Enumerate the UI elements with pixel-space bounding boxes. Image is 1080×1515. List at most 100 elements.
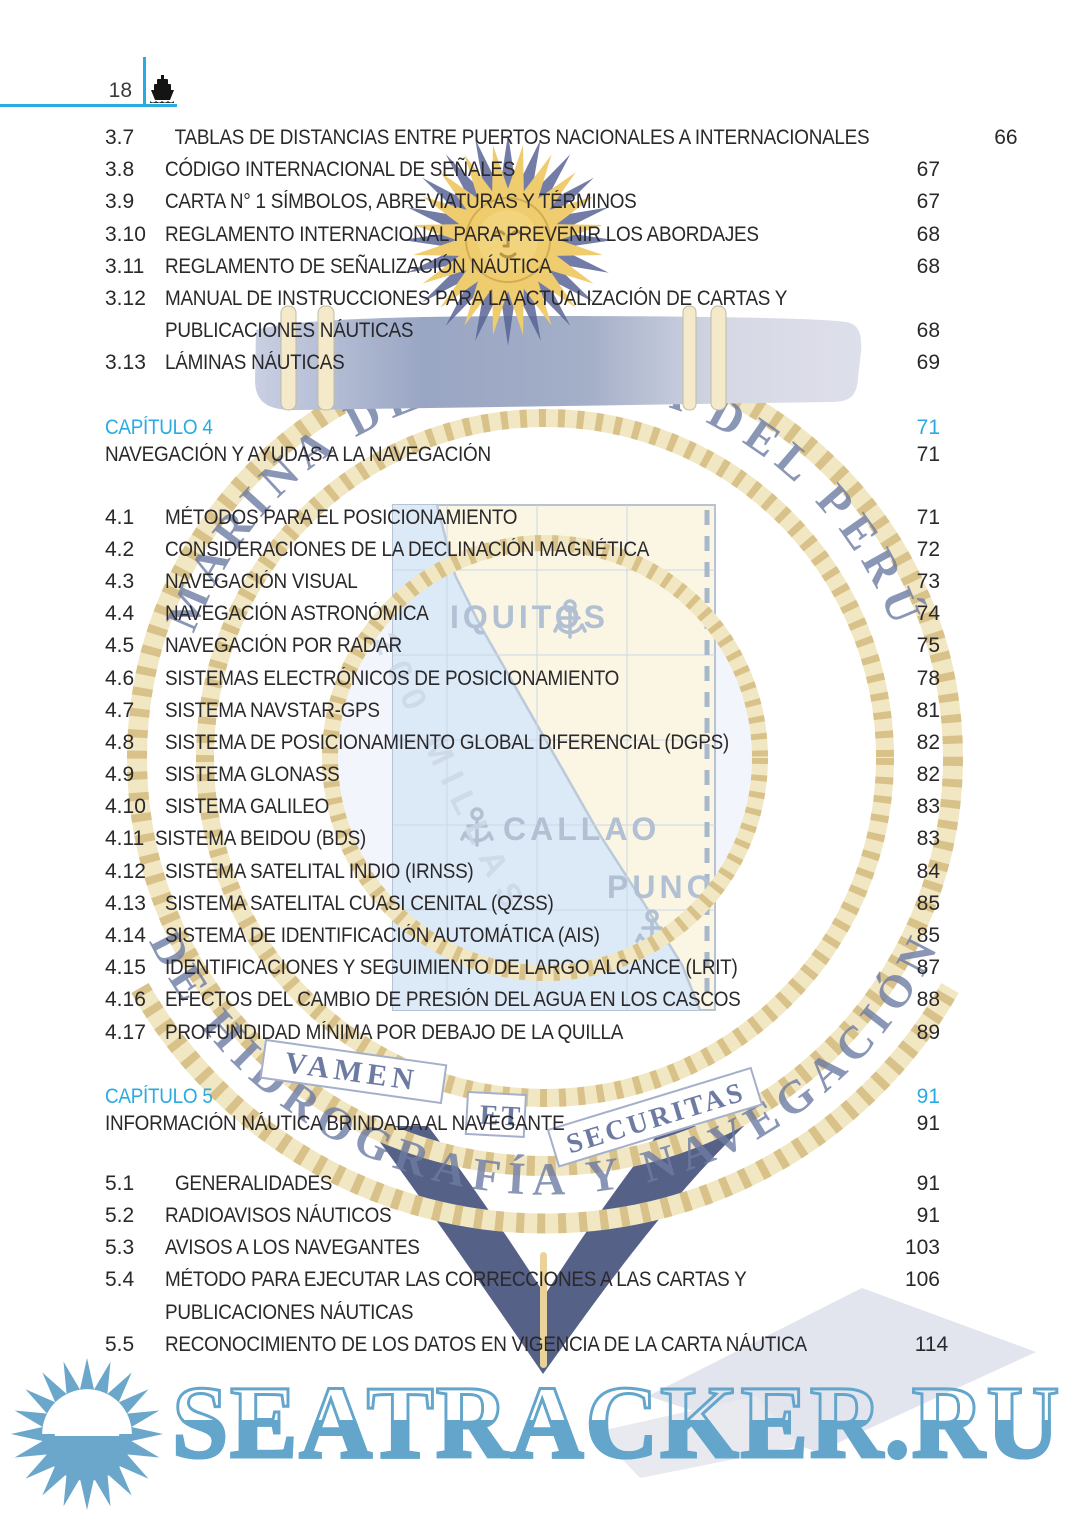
- toc-entry-number: 4.12: [105, 859, 146, 883]
- toc-entry-page: 66: [994, 126, 1018, 150]
- toc-row: 3.9 CARTA N° 1 SÍMBOLOS, ABREVIATURAS Y …: [105, 186, 940, 218]
- toc-entry-number: 4.4: [105, 602, 135, 626]
- toc-entry-page: 68: [916, 254, 940, 278]
- toc-entry-title: REGLAMENTO INTERNACIONAL PARA PREVENIR L…: [165, 222, 759, 246]
- anchor-arms: [368, 1126, 744, 1374]
- toc-entry-title: NAVEGACIÓN VISUAL: [165, 569, 358, 593]
- toc-entry-title: SISTEMA GLONASS: [165, 763, 340, 787]
- toc-entry-title: MANUAL DE INSTRUCCIONES PARA LA ACTUALIZ…: [165, 287, 788, 311]
- toc-entry-number: 3.11: [105, 254, 145, 278]
- toc-entry-title: SISTEMA NAVSTAR-GPS: [165, 698, 380, 722]
- ribbon-center-text: ET: [479, 1100, 524, 1133]
- toc-entry-title: SISTEMA DE IDENTIFICACIÓN AUTOMÁTICA (AI…: [165, 924, 600, 948]
- toc-row: 4.15 IDENTIFICACIONES Y SEGUIMIENTO DE L…: [105, 952, 940, 984]
- peru-chart: IQUITOS CALLAO PUNO 200 MILLAS: [365, 504, 716, 1011]
- toc-row: 4.10 SISTEMA GALILEO 83: [105, 791, 940, 823]
- toc-entry-number: 5.4: [105, 1268, 135, 1292]
- toc-entry-number: 4.16: [105, 988, 146, 1012]
- toc-entry-page: 91: [916, 1203, 940, 1227]
- toc-row: 4.3 NAVEGACIÓN VISUAL 73: [105, 566, 940, 598]
- header-horizontal-rule: [0, 104, 177, 107]
- toc-entry-page: 87: [916, 956, 940, 980]
- toc-row: 5.4 MÉTODO PARA EJECUTAR LAS CORRECCIONE…: [105, 1264, 940, 1296]
- toc-entry-page: 106: [904, 1268, 940, 1292]
- toc-row: 4.9 SISTEMA GLONASS 82: [105, 759, 940, 791]
- toc-entry-title: TABLAS DE DISTANCIAS ENTRE PUERTOS NACIO…: [165, 126, 870, 150]
- toc-entry-number: 3.13: [105, 351, 146, 375]
- toc-row: 5.5 RECONOCIMIENTO DE LOS DATOS EN VIGEN…: [105, 1329, 948, 1361]
- toc-entry-page: 71: [916, 416, 940, 439]
- toc-entry-number: 4.9: [105, 763, 135, 787]
- seatracker-watermark: SEATRACKER.RU: [0, 1352, 1080, 1515]
- toc-entry-title: INFORMACIÓN NÁUTICA BRINDADA AL NAVEGANT…: [105, 1112, 565, 1136]
- toc-row: PUBLICACIONES NÁUTICAS: [105, 1296, 940, 1328]
- toc-row: PUBLICACIONES NÁUTICAS 68: [105, 315, 940, 347]
- toc-entry-title: SISTEMA GALILEO: [165, 795, 330, 819]
- toc-entry-page: 91: [916, 1085, 940, 1109]
- toc-entry-number: 4.8: [105, 730, 135, 754]
- toc-entry-title: LÁMINAS NÁUTICAS: [165, 351, 345, 375]
- toc-row: 4.4 NAVEGACIÓN ASTRONÓMICA 74: [105, 598, 940, 630]
- toc-row: 4.14 SISTEMA DE IDENTIFICACIÓN AUTOMÁTIC…: [105, 920, 940, 952]
- toc-entry-title: RADIOAVISOS NÁUTICOS: [165, 1203, 392, 1227]
- toc-row: 3.12 MANUAL DE INSTRUCCIONES PARA LA ACT…: [105, 283, 940, 315]
- toc-entry-title: PUBLICACIONES NÁUTICAS: [165, 319, 414, 343]
- toc-entry-page: 84: [916, 859, 940, 883]
- toc-entry-number: 4.17: [105, 1020, 146, 1044]
- toc-entry-number: 3.9: [105, 190, 135, 214]
- toc-entry-page: 67: [916, 190, 940, 214]
- toc-entry-title: CARTA N° 1 SÍMBOLOS, ABREVIATURAS Y TÉRM…: [165, 190, 637, 214]
- toc-entry-title: SISTEMA DE POSICIONAMIENTO GLOBAL DIFERE…: [165, 730, 729, 754]
- toc-entry-page: 71: [916, 505, 940, 529]
- toc-entry-page: 74: [916, 602, 940, 626]
- toc-entry-number: 5.1: [105, 1171, 135, 1195]
- page-number: 18: [108, 79, 132, 102]
- toc-entry-title: GENERALIDADES: [165, 1171, 333, 1195]
- toc-entry-page: 73: [916, 569, 940, 593]
- map-label-puno: PUNO: [607, 869, 715, 905]
- anchor-fluke-ghost: [596, 1288, 1036, 1478]
- toc-entry-title: NAVEGACIÓN ASTRONÓMICA: [165, 602, 429, 626]
- toc-entry-number: 5.3: [105, 1236, 135, 1260]
- toc-entry-page: 75: [916, 634, 940, 658]
- toc-entry-page: 81: [916, 698, 940, 722]
- toc-row: CAPÍTULO 4 71: [105, 415, 940, 442]
- toc-entry-title: NAVEGACIÓN POR RADAR: [165, 634, 402, 658]
- toc-entry-title: SISTEMA BEIDOU (BDS): [155, 827, 366, 851]
- toc-entry-page: 91: [916, 1171, 940, 1195]
- toc-entry-title: SISTEMAS ELECTRÓNICOS DE POSICIONAMIENTO: [165, 666, 620, 690]
- toc-row: 4.1 MÉTODOS PARA EL POSICIONAMIENTO 71: [105, 502, 940, 534]
- toc-entry-number: 3.8: [105, 158, 135, 182]
- toc-entry-page: 82: [916, 730, 940, 754]
- toc-row: 4.6 SISTEMAS ELECTRÓNICOS DE POSICIONAMI…: [105, 662, 940, 694]
- toc-row: 4.11 SISTEMA BEIDOU (BDS) 83: [105, 823, 940, 855]
- toc-entry-number: 4.7: [105, 698, 135, 722]
- toc-row: 4.17 PROFUNDIDAD MÍNIMA POR DEBAJO DE LA…: [105, 1017, 940, 1049]
- anchor-stock-bar: [255, 305, 862, 411]
- sun-face: [492, 230, 524, 259]
- toc-entry-number: 3.12: [105, 287, 146, 311]
- toc-row: 4.13 SISTEMA SATELITAL CUASI CENITAL (QZ…: [105, 888, 940, 920]
- toc-entry-title: MÉTODOS PARA EL POSICIONAMIENTO: [165, 505, 518, 529]
- toc-entry-number: 4.15: [105, 956, 146, 980]
- toc-entry-title: PUBLICACIONES NÁUTICAS: [165, 1300, 414, 1324]
- toc-row: 5.1 GENERALIDADES 91: [105, 1168, 940, 1200]
- toc-entry-page: 103: [904, 1236, 940, 1260]
- toc-entry-number: 4.1: [105, 505, 135, 529]
- toc-row: 5.2 RADIOAVISOS NÁUTICOS 91: [105, 1200, 940, 1232]
- toc-entry-number: 4.6: [105, 666, 135, 690]
- toc-entry-number: 4.10: [105, 795, 146, 819]
- toc-entry-page: 72: [916, 537, 940, 561]
- toc-entry-page: 69: [916, 351, 940, 375]
- toc-entry-title: AVISOS A LOS NAVEGANTES: [165, 1236, 420, 1260]
- map-label-callao: CALLAO: [503, 811, 660, 847]
- seatracker-brand-text: SEATRACKER.RU: [171, 1360, 1061, 1490]
- toc-entry-number: 3.10: [105, 222, 146, 246]
- toc-entry-number: 4.5: [105, 634, 135, 658]
- toc-entry-page: 83: [916, 827, 940, 851]
- toc-entry-page: 114: [914, 1332, 949, 1356]
- sun-emblem: [402, 134, 614, 346]
- toc-entry-number: 4.2: [105, 537, 135, 561]
- toc-entry-title: CAPÍTULO 4: [105, 416, 213, 439]
